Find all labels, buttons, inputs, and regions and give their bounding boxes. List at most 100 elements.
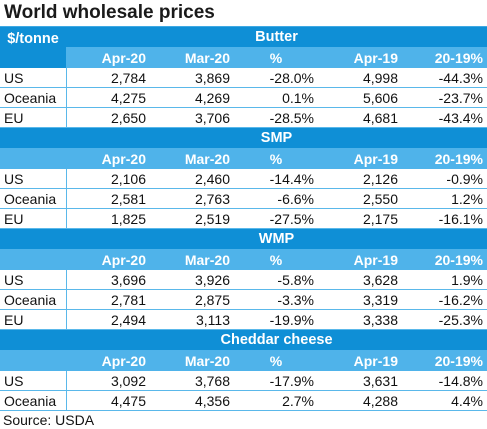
region-label: Oceania — [0, 390, 67, 411]
column-header: Apr-20 — [66, 350, 150, 371]
table-row: Oceania 2,581 2,763 -6.6% 2,550 1.2% — [0, 188, 487, 209]
value-cell: 2,519 — [150, 208, 234, 229]
column-header: Mar-20 — [150, 249, 234, 270]
column-header: % — [234, 148, 318, 169]
column-header: Apr-19 — [318, 350, 402, 371]
column-header: 20-19% — [402, 148, 487, 169]
column-header: 20-19% — [402, 350, 487, 371]
table-row: US 2,106 2,460 -14.4% 2,126 -0.9% — [0, 169, 487, 189]
region-label: EU — [0, 107, 67, 128]
value-cell: -27.5% — [234, 208, 318, 229]
table-row: EU 1,825 2,519 -27.5% 2,175 -16.1% — [0, 208, 487, 229]
value-cell: -0.9% — [402, 169, 487, 189]
value-cell: 4,681 — [318, 107, 402, 128]
value-cell: -16.1% — [402, 208, 487, 229]
value-cell: -14.8% — [402, 371, 487, 391]
value-cell: 4,475 — [66, 390, 150, 411]
section-name: Butter — [66, 27, 487, 47]
column-header: % — [234, 47, 318, 68]
value-cell: 2,763 — [150, 188, 234, 209]
value-cell: 4,275 — [66, 87, 150, 108]
column-header: Mar-20 — [150, 47, 234, 68]
value-cell: 0.1% — [234, 87, 318, 108]
table-row: EU 2,494 3,113 -19.9% 3,338 -25.3% — [0, 309, 487, 330]
value-cell: -28.0% — [234, 68, 318, 88]
column-header: Apr-19 — [318, 148, 402, 169]
section-header: Cheddar cheese — [0, 329, 487, 350]
value-cell: 3,869 — [150, 68, 234, 88]
value-cell: 4,998 — [318, 68, 402, 88]
section-name: SMP — [66, 127, 487, 148]
value-cell: -17.9% — [234, 371, 318, 391]
column-header: Apr-20 — [66, 249, 150, 270]
value-cell: 2,494 — [66, 309, 150, 330]
value-cell: 3,113 — [150, 309, 234, 330]
region-label: US — [0, 270, 67, 290]
region-label: Oceania — [0, 188, 67, 209]
region-label: Oceania — [0, 87, 67, 108]
column-header-row: Apr-20 Mar-20% Apr-19 20-19% — [0, 47, 487, 68]
section-header-spacer — [0, 329, 66, 350]
value-cell: -19.9% — [234, 309, 318, 330]
column-header: % — [234, 350, 318, 371]
column-header: Apr-20 — [66, 148, 150, 169]
region-label: US — [0, 169, 67, 189]
column-header-row: Apr-20 Mar-20% Apr-19 20-19% — [0, 148, 487, 169]
column-header: Mar-20 — [150, 148, 234, 169]
value-cell: 5,606 — [318, 87, 402, 108]
section-header-spacer — [0, 127, 66, 148]
value-cell: 4,269 — [150, 87, 234, 108]
region-label: US — [0, 68, 67, 88]
value-cell: 4.4% — [402, 390, 487, 411]
value-cell: -28.5% — [234, 107, 318, 128]
value-cell: -16.2% — [402, 289, 487, 310]
value-cell: 4,288 — [318, 390, 402, 411]
value-cell: 2,784 — [66, 68, 150, 88]
column-header-spacer — [0, 148, 66, 169]
section-header: SMP — [0, 127, 487, 148]
table-row: Oceania 4,475 4,356 2.7% 4,288 4.4% — [0, 390, 487, 411]
value-cell: 1.2% — [402, 188, 487, 209]
region-label: EU — [0, 309, 67, 330]
section-name: WMP — [66, 228, 487, 249]
region-label: EU — [0, 208, 67, 229]
value-cell: 2,650 — [66, 107, 150, 128]
column-header: 20-19% — [402, 249, 487, 270]
value-cell: 3,092 — [66, 371, 150, 391]
value-cell: -25.3% — [402, 309, 487, 330]
value-cell: 2,126 — [318, 169, 402, 189]
table-row: Oceania 4,275 4,269 0.1% 5,606 -23.7% — [0, 87, 487, 108]
value-cell: 4,356 — [150, 390, 234, 411]
value-cell: 2,106 — [66, 169, 150, 189]
table-row: US 3,696 3,926 -5.8% 3,628 1.9% — [0, 270, 487, 290]
column-header-spacer — [0, 350, 66, 371]
column-header: % — [234, 249, 318, 270]
value-cell: 1.9% — [402, 270, 487, 290]
value-cell: -43.4% — [402, 107, 487, 128]
table-title: World wholesale prices — [0, 0, 487, 27]
prices-table: $/tonne Butter Apr-20 Mar-20% Apr-19 20-19% US… — [0, 27, 487, 411]
value-cell: 3,319 — [318, 289, 402, 310]
section-header-spacer — [0, 228, 66, 249]
column-header-row: Apr-20 Mar-20% Apr-19 20-19% — [0, 249, 487, 270]
value-cell: 3,768 — [150, 371, 234, 391]
column-header-row: Apr-20 Mar-20% Apr-19 20-19% — [0, 350, 487, 371]
value-cell: 2,175 — [318, 208, 402, 229]
value-cell: 3,706 — [150, 107, 234, 128]
value-cell: 3,631 — [318, 371, 402, 391]
value-cell: 2,781 — [66, 289, 150, 310]
value-cell: 1,825 — [66, 208, 150, 229]
value-cell: 3,628 — [318, 270, 402, 290]
column-header-spacer — [0, 249, 66, 270]
column-header: Apr-20 — [66, 47, 150, 68]
column-header: 20-19% — [402, 47, 487, 68]
section-name: Cheddar cheese — [66, 329, 487, 350]
section-header: $/tonne Butter — [0, 27, 487, 68]
value-cell: 2,550 — [318, 188, 402, 209]
value-cell: -3.3% — [234, 289, 318, 310]
value-cell: -6.6% — [234, 188, 318, 209]
value-cell: -23.7% — [402, 87, 487, 108]
source-note: Source: USDA — [3, 412, 95, 428]
value-cell: -44.3% — [402, 68, 487, 88]
value-cell: 2,460 — [150, 169, 234, 189]
